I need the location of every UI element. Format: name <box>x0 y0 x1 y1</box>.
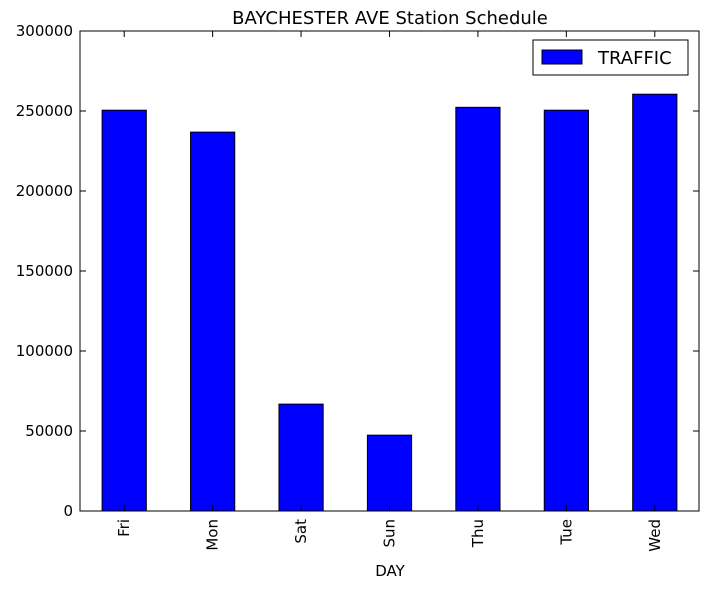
y-tick-label: 250000 <box>16 102 73 120</box>
y-axis-ticks: 0 50000 100000 150000 200000 250000 300000 <box>16 22 699 520</box>
bar-sun <box>366 434 413 512</box>
bar-fri <box>101 109 147 512</box>
x-tick-label-tue: Tue <box>557 519 575 546</box>
bar-tue <box>543 109 589 512</box>
x-tick-label-mon: Mon <box>204 519 222 551</box>
legend-label-traffic: TRAFFIC <box>597 48 672 69</box>
bar-wed <box>632 93 678 512</box>
x-tick-label-wed: Wed <box>646 519 664 552</box>
chart-title: BAYCHESTER AVE Station Schedule <box>232 8 548 29</box>
legend-swatch-traffic <box>541 49 583 65</box>
x-tick-label-fri: Fri <box>115 519 133 537</box>
bar-sat <box>278 403 324 512</box>
plot-area-frame <box>79 30 700 512</box>
x-axis-label: DAY <box>375 562 405 580</box>
y-tick-label: 200000 <box>16 182 73 200</box>
x-tick-label-thu: Thu <box>469 519 487 548</box>
y-tick-label: 100000 <box>16 342 73 360</box>
y-tick-label: 300000 <box>16 22 73 40</box>
y-tick-label: 50000 <box>25 422 73 440</box>
bar-thu <box>455 106 501 512</box>
bars-group <box>101 93 678 512</box>
bar-mon <box>190 131 236 512</box>
y-tick-label: 150000 <box>16 262 73 280</box>
x-tick-label-sat: Sat <box>292 519 310 544</box>
x-tick-label-sun: Sun <box>381 519 399 548</box>
legend: TRAFFIC <box>532 39 689 76</box>
y-tick-label: 0 <box>63 502 73 520</box>
x-axis-ticks: Fri Mon Sat Sun Thu Tue Wed <box>115 31 664 552</box>
